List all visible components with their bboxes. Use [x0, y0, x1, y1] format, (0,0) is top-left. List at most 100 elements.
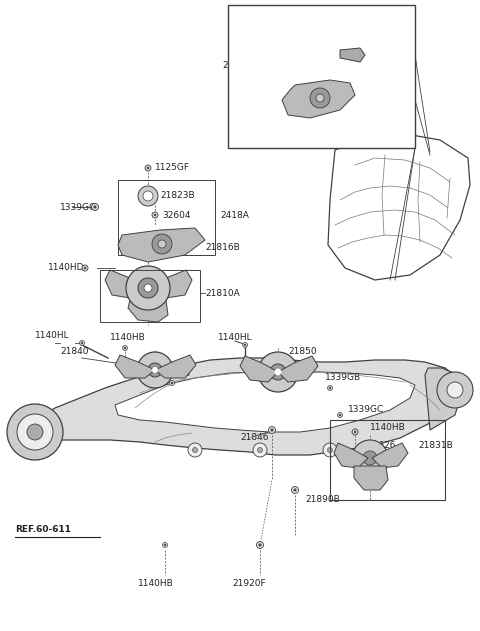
Bar	[228, 5, 415, 148]
Text: 21920F: 21920F	[232, 579, 265, 587]
Text: 1339GC: 1339GC	[60, 203, 96, 211]
Circle shape	[158, 240, 166, 248]
Circle shape	[152, 212, 158, 218]
Circle shape	[148, 363, 162, 377]
Text: 1140HL: 1140HL	[35, 331, 70, 339]
Polygon shape	[340, 48, 365, 62]
Circle shape	[323, 443, 337, 457]
Circle shape	[339, 414, 341, 416]
Circle shape	[258, 352, 298, 392]
Polygon shape	[354, 466, 388, 490]
Text: 21611B: 21611B	[243, 23, 278, 32]
Circle shape	[285, 112, 291, 119]
Text: 21831B: 21831B	[418, 440, 453, 449]
Circle shape	[143, 191, 153, 201]
Circle shape	[124, 347, 126, 349]
Circle shape	[80, 341, 84, 346]
Circle shape	[447, 382, 463, 398]
Polygon shape	[155, 355, 196, 378]
Circle shape	[244, 344, 246, 346]
Circle shape	[352, 440, 388, 476]
Circle shape	[137, 352, 173, 388]
Text: 1140HD: 1140HD	[48, 264, 84, 273]
Circle shape	[17, 414, 53, 450]
Text: 21823B: 21823B	[160, 191, 194, 201]
Circle shape	[363, 451, 377, 465]
Polygon shape	[372, 443, 408, 468]
Text: 32604: 32604	[162, 211, 191, 220]
Circle shape	[287, 114, 289, 116]
Circle shape	[257, 447, 263, 452]
Polygon shape	[18, 358, 462, 455]
Polygon shape	[118, 228, 205, 262]
Text: 21840: 21840	[60, 348, 88, 357]
Circle shape	[354, 431, 356, 433]
Text: 21614: 21614	[234, 78, 263, 86]
Circle shape	[259, 544, 261, 546]
Text: 21610: 21610	[222, 61, 251, 69]
Polygon shape	[282, 80, 355, 118]
Circle shape	[138, 278, 158, 298]
Circle shape	[329, 387, 331, 389]
Circle shape	[92, 204, 98, 211]
Circle shape	[84, 267, 86, 269]
Circle shape	[81, 342, 83, 344]
Circle shape	[327, 386, 333, 391]
Text: REF.60-611: REF.60-611	[15, 526, 71, 534]
Circle shape	[164, 544, 166, 546]
Circle shape	[268, 427, 276, 433]
Circle shape	[152, 367, 158, 373]
Text: 2418A: 2418A	[220, 211, 249, 220]
Circle shape	[82, 265, 88, 271]
Circle shape	[351, 18, 359, 25]
Circle shape	[437, 372, 473, 408]
Circle shape	[154, 214, 156, 216]
Circle shape	[27, 424, 43, 440]
Circle shape	[294, 489, 296, 491]
Text: 1125GF: 1125GF	[155, 163, 190, 172]
Circle shape	[242, 343, 248, 348]
Text: 21816B: 21816B	[205, 244, 240, 252]
Circle shape	[144, 284, 152, 292]
Circle shape	[271, 429, 273, 431]
Circle shape	[7, 404, 63, 460]
Circle shape	[275, 369, 281, 375]
Circle shape	[163, 543, 168, 548]
Polygon shape	[128, 300, 168, 322]
Text: 21810A: 21810A	[205, 288, 240, 297]
Text: 1140HB: 1140HB	[110, 334, 146, 343]
Circle shape	[270, 364, 286, 380]
Circle shape	[352, 429, 358, 435]
Circle shape	[169, 380, 175, 386]
Text: 1140HB: 1140HB	[370, 423, 406, 432]
Polygon shape	[240, 356, 278, 382]
Text: 1339GB: 1339GB	[325, 374, 361, 382]
Circle shape	[188, 443, 202, 457]
Circle shape	[126, 266, 170, 310]
Polygon shape	[105, 270, 140, 298]
Circle shape	[152, 234, 172, 254]
Polygon shape	[278, 356, 318, 382]
Text: 21617: 21617	[255, 13, 284, 21]
Circle shape	[171, 382, 173, 384]
Circle shape	[145, 165, 151, 171]
Polygon shape	[334, 443, 368, 468]
Bar	[100, 270, 200, 322]
Text: 1140HL: 1140HL	[218, 333, 252, 341]
Circle shape	[122, 346, 128, 350]
Circle shape	[276, 18, 280, 23]
Text: 21846: 21846	[240, 432, 268, 442]
Bar	[330, 420, 445, 500]
Polygon shape	[115, 355, 155, 378]
Text: 39251D: 39251D	[355, 47, 391, 57]
Polygon shape	[425, 368, 462, 430]
Circle shape	[138, 186, 158, 206]
Circle shape	[354, 21, 356, 23]
Text: 1140AP: 1140AP	[248, 114, 282, 122]
Text: 1339GC: 1339GC	[348, 406, 384, 415]
Circle shape	[337, 413, 343, 418]
Circle shape	[147, 167, 149, 169]
Text: 1140FY: 1140FY	[362, 16, 396, 25]
Circle shape	[253, 443, 267, 457]
Circle shape	[310, 88, 330, 108]
